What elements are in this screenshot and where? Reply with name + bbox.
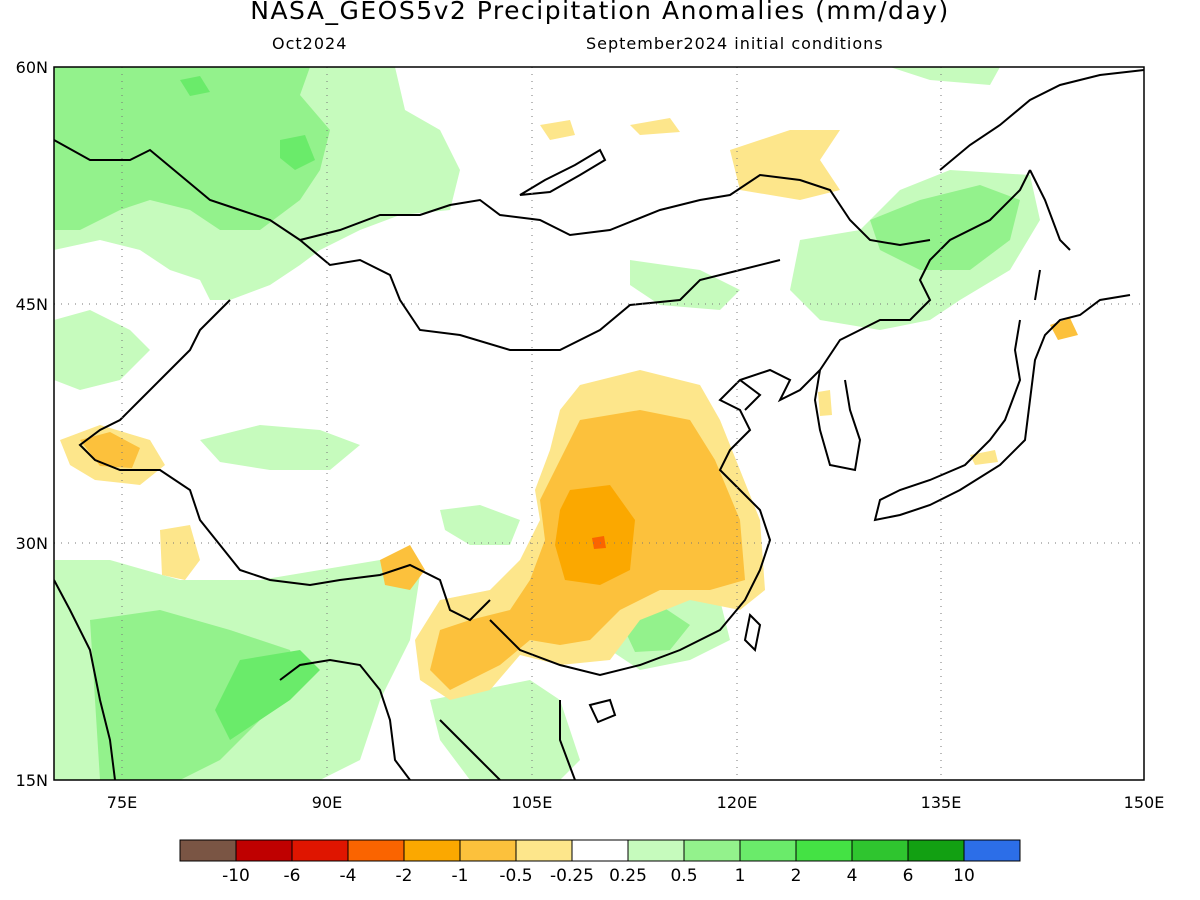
coast-far-east bbox=[939, 69, 1144, 301]
wet-region-sichuan bbox=[440, 505, 520, 545]
colorbar-swatch bbox=[627, 839, 685, 862]
lon-label-150e: 150E bbox=[1124, 793, 1165, 812]
colorbar-swatch bbox=[795, 839, 853, 862]
colorbar-swatch bbox=[907, 839, 965, 862]
colorbar-label: -1 bbox=[452, 866, 469, 886]
wet-region-tibet bbox=[200, 425, 360, 470]
coast-indochina bbox=[439, 700, 576, 780]
lat-label-15n: 15N bbox=[16, 771, 48, 790]
wet-region-mongolia-east bbox=[630, 260, 740, 310]
wet-region-kamchatka bbox=[890, 67, 1000, 85]
lat-label-45n: 45N bbox=[16, 295, 48, 314]
coast-taiwan bbox=[743, 612, 762, 653]
coast-korea bbox=[813, 369, 862, 472]
coast-bohai bbox=[739, 379, 762, 411]
coast-hainan bbox=[588, 698, 617, 724]
initial-conditions-label: September2024 initial conditions bbox=[586, 34, 884, 53]
colorbar-label: -6 bbox=[284, 866, 301, 886]
colorbar-label: -0.5 bbox=[499, 866, 532, 886]
colorbar-label: 1 bbox=[735, 866, 746, 886]
colorbar-label: 10 bbox=[953, 866, 975, 886]
colorbar-label: 0.5 bbox=[670, 866, 697, 886]
colorbar-swatch bbox=[739, 839, 797, 862]
lon-label-135e: 135E bbox=[921, 793, 962, 812]
colorbar-swatch bbox=[179, 839, 237, 862]
colorbar: -10 -6 -4 -2 -1 -0.5 -0.25 0.25 0.5 1 2 4 6 10 bbox=[179, 839, 1021, 886]
border-kazakhstan-russia bbox=[54, 139, 931, 247]
wet-region-indian-subcontinent-core bbox=[90, 610, 300, 780]
wet-region-northeast-china-core bbox=[870, 185, 1020, 270]
colorbar-label: 6 bbox=[903, 866, 914, 886]
map-frame bbox=[53, 66, 1145, 781]
colorbar-label: -4 bbox=[340, 866, 357, 886]
anomaly-field bbox=[54, 67, 1078, 780]
lon-label-75e: 75E bbox=[107, 793, 137, 812]
wet-region-indochina bbox=[430, 680, 580, 780]
colorbar-label: 4 bbox=[847, 866, 858, 886]
dry-region-central-china-core bbox=[555, 485, 635, 585]
lat-label-30n: 30N bbox=[16, 534, 48, 553]
wet-region-central-asia bbox=[54, 310, 150, 390]
wet-region-west-siberia-dots bbox=[180, 76, 315, 170]
dry-region-india-west bbox=[160, 525, 200, 580]
dry-region-baikal bbox=[540, 118, 680, 140]
coast-japan bbox=[873, 294, 1131, 522]
border-mongolia-china bbox=[299, 239, 781, 351]
lon-label-90e: 90E bbox=[312, 793, 342, 812]
colorbar-swatch bbox=[291, 839, 349, 862]
coastlines bbox=[54, 69, 1144, 780]
colorbar-label: 0.25 bbox=[609, 866, 647, 886]
dry-region-hokkaido bbox=[1050, 318, 1078, 340]
wet-region-west-siberia-core bbox=[54, 67, 330, 230]
colorbar-label: -10 bbox=[222, 866, 250, 886]
colorbar-label: -0.25 bbox=[550, 866, 594, 886]
colorbar-swatch bbox=[963, 839, 1021, 862]
lon-label-105e: 105E bbox=[512, 793, 553, 812]
lat-label-60n: 60N bbox=[16, 58, 48, 77]
colorbar-swatch bbox=[851, 839, 909, 862]
dry-region-central-china-peak bbox=[592, 536, 606, 549]
coast-east-china bbox=[489, 169, 1031, 677]
colorbar-swatch bbox=[459, 839, 517, 862]
dry-region-korea bbox=[818, 390, 832, 416]
colorbar-swatch bbox=[403, 839, 461, 862]
colorbar-swatch bbox=[683, 839, 741, 862]
colorbar-swatch bbox=[515, 839, 573, 862]
colorbar-swatch bbox=[347, 839, 405, 862]
forecast-month: Oct2024 bbox=[272, 34, 348, 53]
wet-region-bay-of-bengal-coast bbox=[215, 650, 320, 740]
dry-region-mongolia-north bbox=[730, 130, 840, 200]
colorbar-swatch bbox=[235, 839, 293, 862]
map-title: NASA_GEOS5v2 Precipitation Anomalies (mm… bbox=[250, 0, 950, 25]
lake-baikal bbox=[519, 148, 607, 196]
colorbar-label: 2 bbox=[791, 866, 802, 886]
dry-region-japan-south bbox=[970, 450, 998, 465]
lon-label-120e: 120E bbox=[717, 793, 758, 812]
colorbar-swatch bbox=[571, 839, 629, 862]
colorbar-label: -2 bbox=[396, 866, 413, 886]
border-china-west bbox=[78, 299, 491, 622]
coast-india bbox=[54, 579, 411, 780]
